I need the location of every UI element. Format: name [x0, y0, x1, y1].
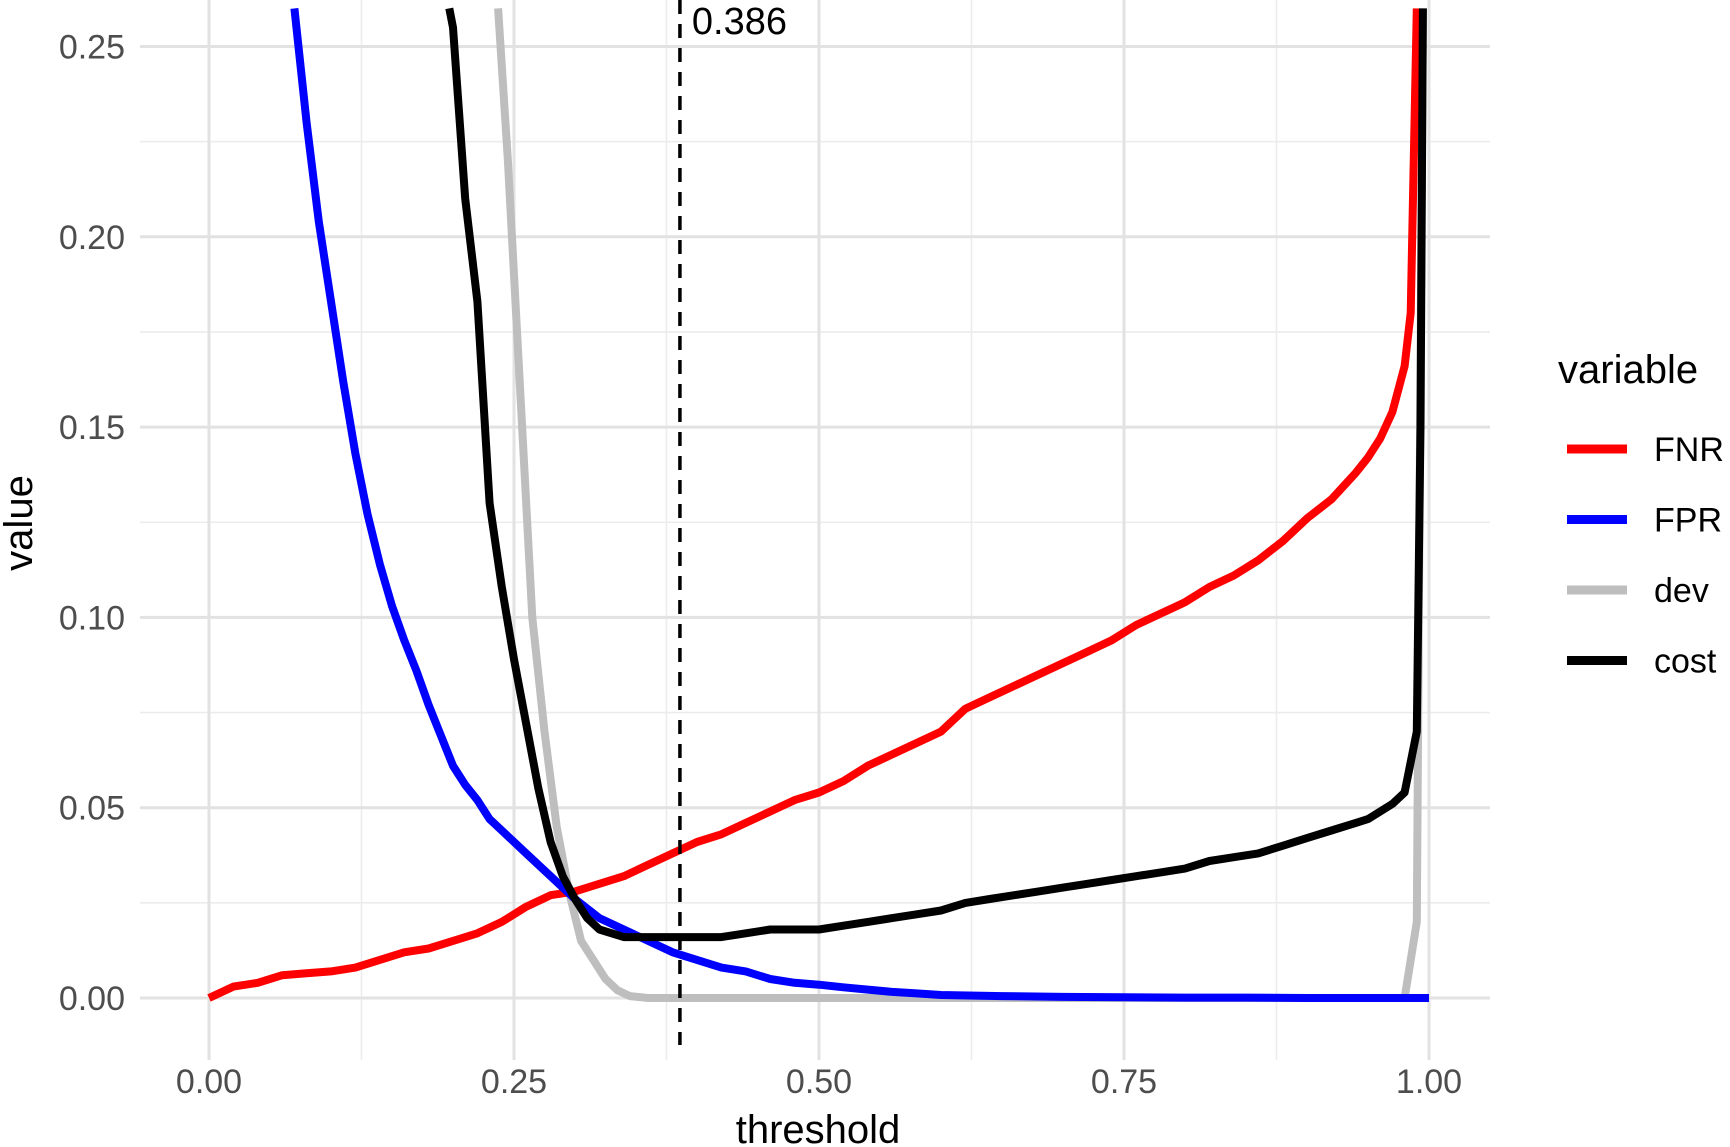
- legend-label-fnr: FNR: [1654, 431, 1724, 469]
- y-tick-label: 0.10: [59, 599, 125, 637]
- x-axis-ticks: 0.00 0.25 0.50 0.75 1.00: [176, 1063, 1462, 1101]
- x-tick-label: 0.25: [481, 1063, 547, 1101]
- threshold-marker: 0.386: [678, 0, 787, 1045]
- series-layer: [207, 7, 1429, 1002]
- legend-title: variable: [1558, 348, 1698, 392]
- grid-minor: [140, 0, 1490, 1060]
- series-line-dev: [494, 8, 1427, 1002]
- x-tick-label: 0.00: [176, 1063, 242, 1101]
- legend-label-cost: cost: [1654, 643, 1717, 681]
- series-line-cost: [445, 7, 1427, 942]
- y-tick-label: 0.15: [59, 409, 125, 447]
- series-line-fpr: [290, 7, 1429, 1002]
- grid-major: [140, 0, 1490, 1060]
- y-tick-label: 0.05: [59, 790, 125, 828]
- y-axis-ticks: 0.00 0.05 0.10 0.15 0.20 0.25: [59, 29, 125, 1019]
- legend-label-fpr: FPR: [1654, 502, 1722, 540]
- optimal-threshold-label: 0.386: [692, 1, 787, 43]
- y-tick-label: 0.20: [59, 219, 125, 257]
- y-tick-label: 0.25: [59, 29, 125, 67]
- legend: variable FNR FPR dev cost: [1558, 348, 1724, 681]
- x-axis-title: threshold: [736, 1108, 901, 1147]
- series-line-fnr: [207, 8, 1421, 1002]
- x-tick-label: 1.00: [1396, 1063, 1462, 1101]
- y-tick-label: 0.00: [59, 980, 125, 1018]
- y-axis-title: value: [0, 475, 41, 571]
- legend-label-dev: dev: [1654, 572, 1709, 610]
- x-tick-label: 0.50: [786, 1063, 852, 1101]
- x-tick-label: 0.75: [1091, 1063, 1157, 1101]
